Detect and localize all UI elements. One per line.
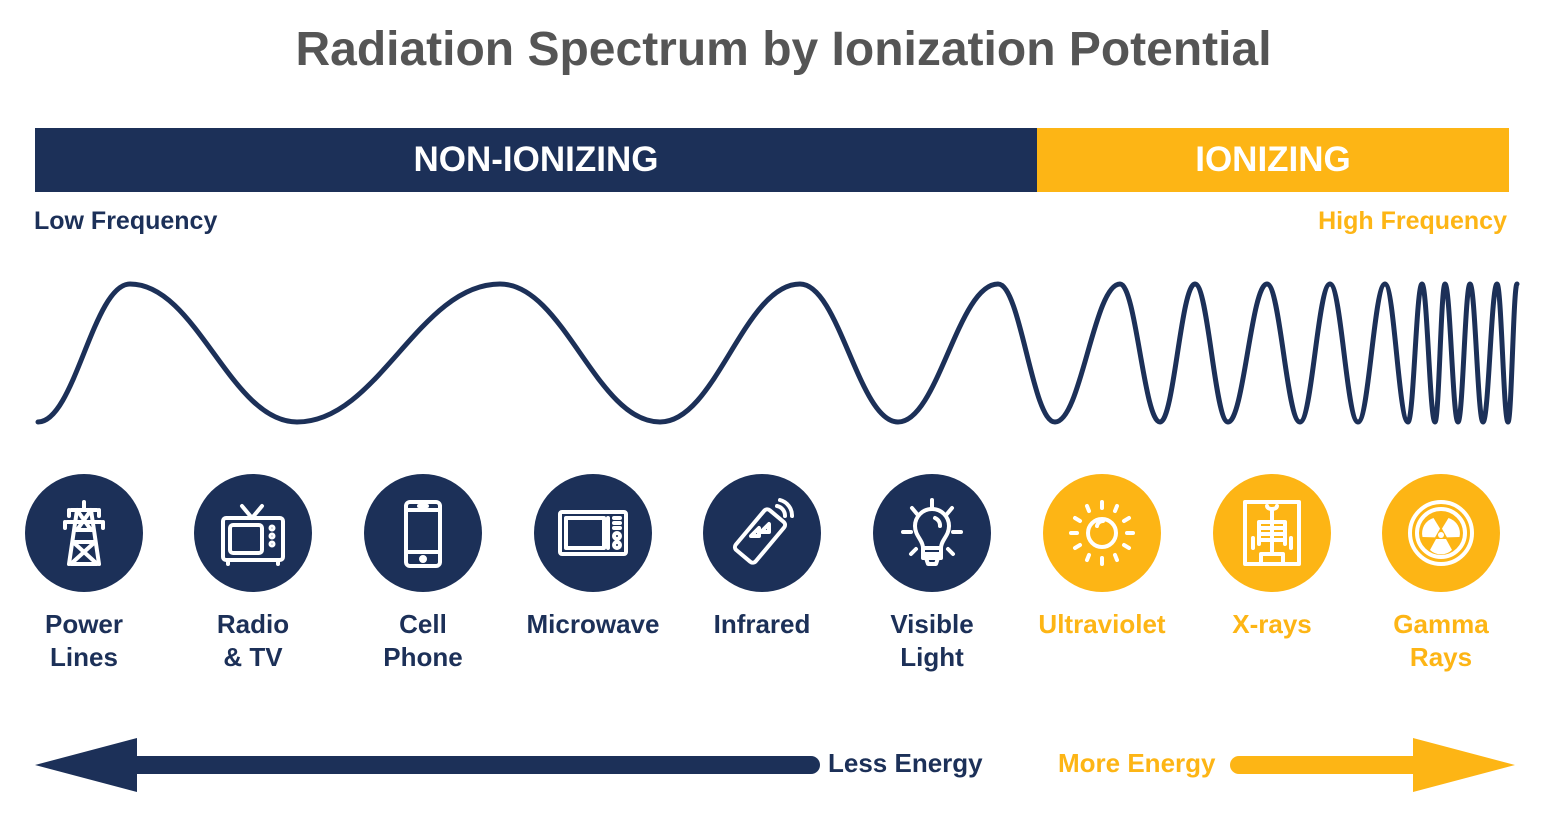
label-line: Radio: [216, 609, 290, 639]
label-line: Lines: [50, 642, 118, 672]
icon-circle-infrared: [703, 474, 821, 592]
label-line: Light: [900, 642, 964, 672]
more-energy-arrow: [1230, 738, 1515, 792]
icon-circle-visible: [873, 474, 991, 592]
label-line: Gamma: [1393, 609, 1489, 639]
cell-phone-icon: [388, 498, 458, 568]
label-line: X-rays: [1232, 609, 1312, 639]
icon-circle-gamma: [1382, 474, 1500, 592]
label-line: Phone: [383, 642, 463, 672]
remote-control-icon: [725, 496, 799, 570]
label-line: Microwave: [526, 609, 660, 639]
high-frequency-label: High Frequency: [1318, 207, 1507, 235]
icon-circle-cell: [364, 474, 482, 592]
ionizing-band: IONIZING: [1037, 128, 1509, 192]
sun-icon: [1065, 496, 1139, 570]
light-bulb-icon: [895, 496, 969, 570]
icon-circle-x-rays: [1213, 474, 1331, 592]
radiation-icon: [1406, 498, 1476, 568]
label-x-rays: X-rays: [1187, 608, 1357, 641]
less-energy-arrow: [35, 738, 820, 792]
label-microwave: Microwave: [508, 608, 678, 641]
icon-circle-microwave: [534, 474, 652, 592]
label-line: Rays: [1409, 642, 1473, 672]
icon-circle-radio: [194, 474, 312, 592]
less-energy-label: Less Energy: [828, 748, 983, 778]
microwave-icon: [556, 498, 630, 568]
icon-circle-power: [25, 474, 143, 592]
wave-line: [35, 281, 1520, 425]
label-line: Infrared: [713, 609, 811, 639]
label-line: Cell: [399, 609, 447, 639]
icon-circle-ultraviolet: [1043, 474, 1161, 592]
power-tower-icon: [49, 498, 119, 568]
tv-icon: [218, 498, 288, 568]
non-ionizing-band: NON-IONIZING: [35, 128, 1037, 192]
label-line: & TV: [223, 642, 283, 672]
more-energy-label: More Energy: [1058, 748, 1216, 778]
page-title: Radiation Spectrum by Ionization Potenti…: [295, 23, 1272, 76]
label-cell: Cell Phone: [338, 608, 508, 674]
low-frequency-label: Low Frequency: [34, 207, 218, 235]
x-ray-icon: [1237, 498, 1307, 568]
label-infrared: Infrared: [677, 608, 847, 641]
label-line: Visible: [890, 609, 974, 639]
label-visible: Visible Light: [847, 608, 1017, 674]
label-radio: Radio & TV: [168, 608, 338, 674]
label-line: Ultraviolet: [1038, 609, 1166, 639]
label-gamma: Gamma Rays: [1356, 608, 1526, 674]
label-line: Power: [44, 609, 124, 639]
label-ultraviolet: Ultraviolet: [1017, 608, 1187, 641]
label-power: Power Lines: [0, 608, 169, 674]
